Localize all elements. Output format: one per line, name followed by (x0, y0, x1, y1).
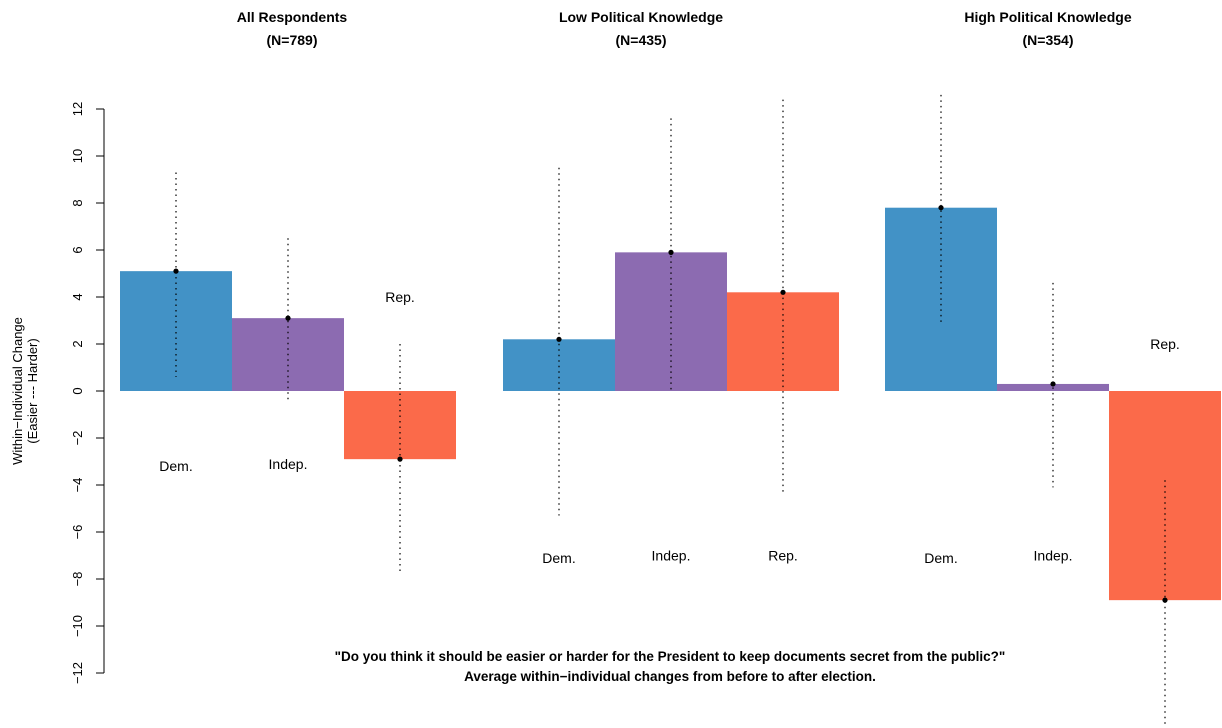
mean-point (1162, 597, 1168, 603)
y-tick-label: −8 (70, 572, 85, 587)
bar (344, 391, 456, 460)
mean-point (780, 289, 786, 295)
bar-label: Rep. (768, 548, 798, 564)
y-tick-label: −6 (70, 525, 85, 540)
bar-label: Indep. (1034, 548, 1073, 564)
y-tick-label: −4 (70, 478, 85, 493)
mean-point (1050, 381, 1056, 387)
bar-label: Indep. (269, 456, 308, 472)
y-tick-label: 0 (70, 387, 85, 394)
caption: "Do you think it should be easier or har… (335, 649, 1006, 684)
y-axis: −12 −10 −8 −6 −4 −2 0 2 4 6 8 10 12 Within−Individual… (10, 102, 105, 684)
panel-subtitle: (N=354) (1023, 32, 1074, 48)
mean-point (938, 205, 944, 211)
y-tick-label: 6 (70, 246, 85, 253)
panel-subtitle: (N=435) (616, 32, 667, 48)
y-axis-label: Within−Individual Change (10, 317, 25, 465)
ci-layer (175, 94, 1166, 725)
points-layer (173, 205, 1168, 603)
panel-titles: All Respondents (N=789) Low Political Know… (237, 9, 1132, 48)
bar-label: Dem. (924, 550, 957, 566)
bar (1109, 391, 1221, 601)
caption-description: Average within−individual changes from b… (464, 669, 876, 684)
y-tick-label: 12 (70, 102, 85, 116)
y-tick-label: 4 (70, 293, 85, 300)
bar-label: Indep. (652, 548, 691, 564)
caption-question: "Do you think it should be easier or har… (335, 649, 1006, 664)
y-tick-label: 2 (70, 340, 85, 347)
mean-point (668, 249, 674, 255)
labels-layer: Dem. Indep. Rep. Dem. Indep. Rep. Dem. Indep. Re… (159, 289, 1180, 566)
bar-label: Dem. (542, 550, 575, 566)
panel-title: All Respondents (237, 9, 348, 25)
mean-point (285, 315, 291, 321)
panel-title: Low Political Knowledge (559, 9, 723, 25)
mean-point (556, 336, 562, 342)
y-tick-label: 8 (70, 199, 85, 206)
y-tick-label: −10 (70, 615, 85, 637)
bar-label: Rep. (385, 289, 415, 305)
y-tick-label: 10 (70, 149, 85, 163)
bar-label: Rep. (1150, 336, 1180, 352)
mean-point (173, 268, 179, 274)
bars-layer (120, 207, 1221, 601)
y-tick-label: −12 (70, 662, 85, 684)
bar-label: Dem. (159, 458, 192, 474)
y-tick-label: −2 (70, 431, 85, 446)
panel-title: High Political Knowledge (964, 9, 1131, 25)
panel-subtitle: (N=789) (267, 32, 318, 48)
bar (615, 252, 727, 391)
y-axis-label-sub: (Easier --- Harder) (25, 338, 40, 443)
mean-point (397, 456, 403, 462)
